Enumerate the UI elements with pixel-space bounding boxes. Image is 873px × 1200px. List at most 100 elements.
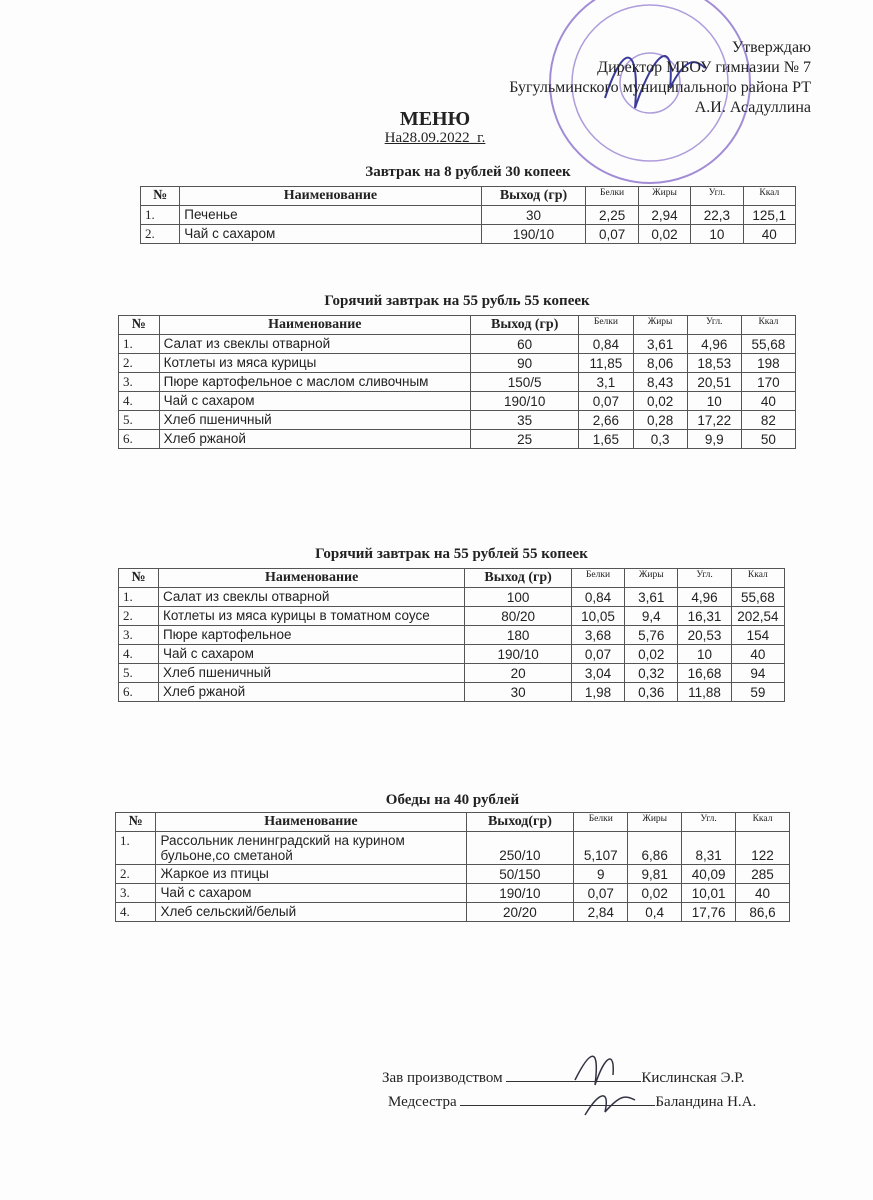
carbs-cell: 11,88 — [677, 682, 732, 702]
row-number-cell: 2. — [118, 606, 159, 626]
row-number-cell: 3. — [118, 625, 159, 645]
table-row: 3. Чай с сахаром 190/10 0,07 0,02 10,01 40 — [114, 883, 790, 903]
column-header: Угл. — [681, 812, 737, 832]
column-header: Наименование — [155, 812, 467, 832]
kcal-cell: 59 — [730, 682, 786, 702]
dish-name-cell: Котлеты из мяса курицы — [158, 353, 472, 373]
portion-weight-cell: 190/10 — [465, 883, 575, 903]
carbs-cell: 16,68 — [677, 663, 732, 683]
portion-weight-cell: 50/150 — [465, 864, 575, 884]
carbs-cell: 17,76 — [681, 902, 737, 922]
row-number-cell: 2. — [118, 353, 160, 373]
protein-cell: 0,07 — [573, 883, 629, 903]
dish-name-cell: Чай с сахаром — [179, 224, 482, 244]
signature-role: Медсестра — [388, 1094, 457, 1110]
table-row: 2. Чай с сахаром 190/10 0,07 0,02 10 40 — [139, 224, 797, 244]
carbs-cell: 40,09 — [681, 864, 737, 884]
column-header: Угл. — [690, 186, 744, 206]
fat-cell: 0,02 — [624, 644, 679, 664]
dish-name-cell: Салат из свеклы отварной — [158, 334, 472, 354]
portion-weight-cell: 30 — [480, 205, 587, 225]
protein-cell: 9 — [573, 864, 629, 884]
column-header: Выход (гр) — [464, 568, 572, 588]
column-header: Наименование — [157, 568, 466, 588]
fat-cell: 0,3 — [632, 429, 688, 449]
dish-name-cell: Котлеты из мяса курицы в томатном соусе — [157, 606, 466, 626]
kcal-cell: 40 — [740, 391, 797, 411]
protein-cell: 3,04 — [570, 663, 626, 683]
row-number-cell: 1. — [118, 334, 160, 354]
carbs-cell: 4,96 — [686, 334, 742, 354]
portion-weight-cell: 190/10 — [470, 391, 580, 411]
portion-weight-cell: 35 — [470, 410, 580, 430]
column-header: Жиры — [624, 568, 679, 588]
table-row: 1. Печенье 30 2,25 2,94 22,3 125,1 — [139, 205, 797, 225]
approval-line: Бугульминского муниципального района РТ — [509, 79, 811, 96]
approval-line: Директор МБОУ гимназии № 7 — [597, 59, 811, 76]
fat-cell: 5,76 — [624, 625, 679, 645]
protein-cell: 2,84 — [573, 902, 629, 922]
fat-cell: 8,43 — [632, 372, 688, 392]
row-number-cell: 3. — [118, 372, 160, 392]
portion-weight-cell: 80/20 — [464, 606, 572, 626]
row-number-cell: 1. — [139, 205, 181, 225]
table-header-row: № Наименование Выход (гр) Белки Жиры Угл. Ккал — [118, 568, 786, 588]
protein-cell: 0,84 — [570, 587, 626, 607]
kcal-cell: 170 — [740, 372, 797, 392]
column-header: Жиры — [632, 315, 688, 335]
menu-table-hot-breakfast-1: № Наименование Выход (гр) Белки Жиры Угл. Ккал… — [118, 315, 797, 449]
kcal-cell: 86,6 — [735, 902, 790, 922]
dish-name-cell: Чай с сахаром — [157, 644, 466, 664]
table-row: 2. Котлеты из мяса курицы 90 11,85 8,06 18,53… — [118, 353, 797, 373]
approval-line: Утверждаю — [731, 39, 811, 56]
row-number-cell: 2. — [114, 864, 157, 884]
menu-table-lunch: № Наименование Выход(гр) Белки Жиры Угл. Ккал 1… — [114, 812, 790, 922]
row-number-cell: 6. — [118, 682, 159, 702]
portion-weight-cell: 20 — [464, 663, 572, 683]
dish-name-cell: Пюре картофельное с маслом сливочным — [158, 372, 472, 392]
column-header: Угл. — [677, 568, 732, 588]
carbs-cell: 10 — [677, 644, 732, 664]
fat-cell: 9,4 — [624, 606, 679, 626]
portion-weight-cell: 25 — [470, 429, 580, 449]
table-caption: Завтрак на 8 рублей 30 копеек — [365, 164, 571, 180]
table-row: 4. Хлеб сельский/белый 20/20 2,84 0,4 17,76 86… — [114, 902, 790, 922]
signature-line: Медсестра Баландина Н.А. — [388, 1094, 756, 1111]
row-number-cell: 5. — [118, 663, 159, 683]
kcal-cell: 125,1 — [742, 205, 797, 225]
protein-cell: 3,68 — [570, 625, 626, 645]
protein-cell: 0,07 — [578, 391, 634, 411]
dish-name-cell: Жаркое из птицы — [155, 864, 467, 884]
portion-weight-cell: 150/5 — [470, 372, 580, 392]
column-header: Белки — [578, 315, 634, 335]
kcal-cell: 40 — [742, 224, 797, 244]
approval-line: А.И. Асадуллина — [694, 99, 811, 116]
fat-cell: 0,32 — [624, 663, 679, 683]
carbs-cell: 17,22 — [686, 410, 742, 430]
column-header: Наименование — [179, 186, 482, 206]
official-stamp — [549, 0, 751, 184]
dish-name-cell: Салат из свеклы отварной — [157, 587, 466, 607]
protein-cell: 1,65 — [578, 429, 634, 449]
protein-cell: 11,85 — [578, 353, 634, 373]
column-header: Выход (гр) — [480, 186, 587, 206]
fat-cell: 6,86 — [627, 831, 683, 865]
dish-name-cell: Рассольник ленинградский на курином буль… — [155, 831, 467, 865]
column-header: Белки — [570, 568, 626, 588]
kcal-cell: 40 — [735, 883, 790, 903]
kcal-cell: 198 — [740, 353, 797, 373]
kcal-cell: 122 — [735, 831, 790, 865]
table-row: 3. Пюре картофельное 180 3,68 5,76 20,53 154 — [118, 625, 786, 645]
kcal-cell: 40 — [730, 644, 786, 664]
fat-cell: 0,02 — [632, 391, 688, 411]
column-header: Белки — [573, 812, 629, 832]
kcal-cell: 202,54 — [730, 606, 786, 626]
protein-cell: 0,07 — [570, 644, 626, 664]
row-number-cell: 3. — [114, 883, 157, 903]
signature-name: Баландина Н.А. — [655, 1094, 757, 1110]
table-header-row: № Наименование Выход (гр) Белки Жиры Угл. Ккал — [139, 186, 797, 206]
carbs-cell: 4,96 — [677, 587, 732, 607]
menu-table-hot-breakfast-2: № Наименование Выход (гр) Белки Жиры Угл. Ккал… — [118, 568, 786, 702]
column-header: Ккал — [735, 812, 790, 832]
